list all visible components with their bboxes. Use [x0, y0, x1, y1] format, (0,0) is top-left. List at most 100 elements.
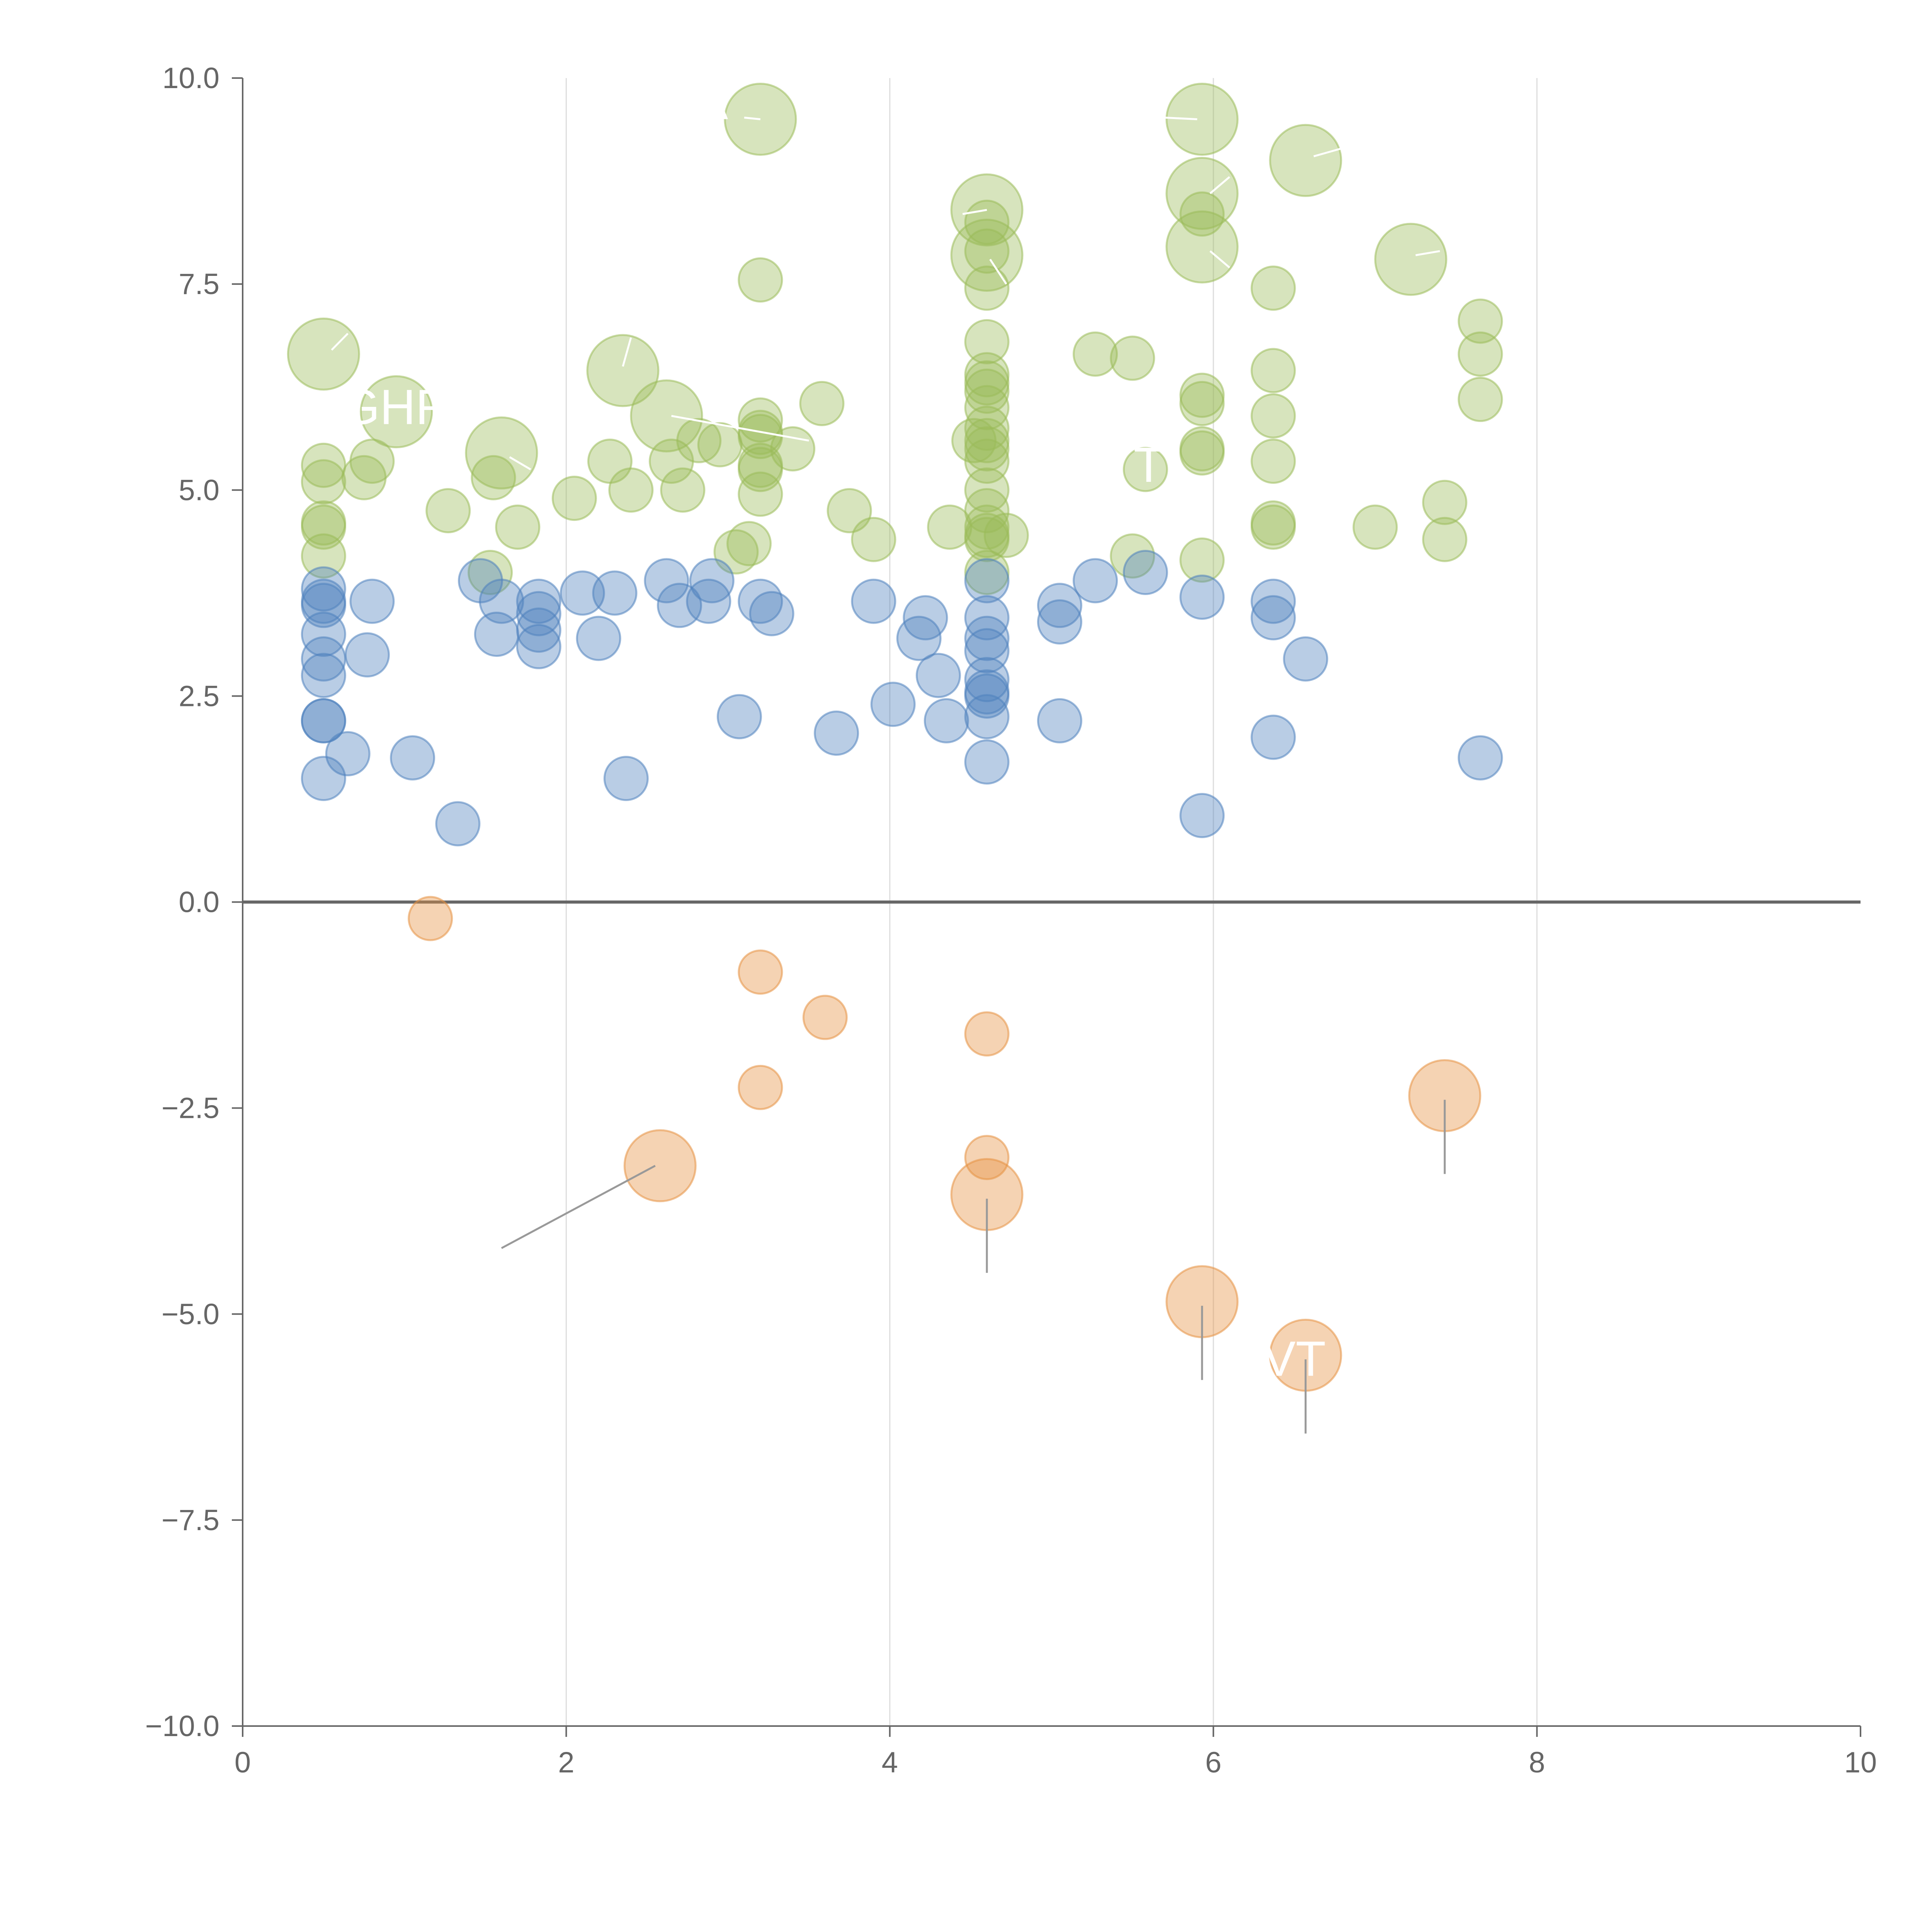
bubble-green — [468, 550, 513, 595]
bubble-green — [1165, 83, 1239, 156]
bubble-orange — [802, 995, 848, 1040]
bubble-blue — [870, 682, 916, 727]
bubble-green — [1374, 223, 1447, 296]
bubble-green — [738, 257, 783, 303]
x-tick-label: 4 — [882, 1746, 898, 1779]
bubble-green — [1073, 331, 1118, 377]
bubble-blue — [474, 611, 519, 657]
bubble-green — [1458, 377, 1503, 422]
leader-line — [962, 209, 987, 215]
bubble-green — [1458, 331, 1503, 377]
bubble-blue — [1122, 550, 1168, 595]
bubble-blue — [1458, 735, 1503, 781]
bubble-blue — [435, 801, 481, 847]
bubble-blue — [560, 570, 605, 616]
x-tick-label: 0 — [235, 1746, 251, 1779]
bubble-blue — [923, 698, 969, 743]
bubble-green — [927, 504, 973, 550]
bubble-blue — [301, 653, 346, 698]
bubble-green — [1250, 504, 1296, 550]
leader-line — [509, 456, 531, 471]
leader-line — [1209, 176, 1230, 194]
y-tick-label: 2.5 — [179, 680, 219, 713]
bubble-green — [1458, 298, 1503, 344]
leader-line — [1209, 250, 1230, 269]
bubble-green — [726, 521, 772, 566]
bubble-green — [964, 426, 1010, 472]
point-label: A — [695, 75, 728, 130]
bubble-blue — [644, 558, 689, 604]
leader-line — [1313, 147, 1343, 157]
bubble-blue — [1037, 583, 1082, 628]
bubble-blue — [1179, 793, 1225, 838]
point-label: GHR — [342, 380, 451, 435]
bubble-green — [495, 504, 541, 550]
y-tick-label: 7.5 — [179, 268, 219, 301]
bubble-blue — [915, 653, 961, 698]
bubble-green — [1250, 348, 1296, 393]
y-tick-label: 5.0 — [179, 474, 219, 507]
bubble-blue — [516, 591, 561, 636]
bubble-green — [1165, 157, 1239, 230]
bubble-blue — [1250, 578, 1296, 624]
x-tick-label: 6 — [1205, 1746, 1221, 1779]
bubble-green — [697, 422, 743, 468]
leader-line — [1165, 116, 1197, 121]
leader-line — [331, 333, 349, 351]
bubble-blue — [851, 578, 896, 624]
bubble-green — [964, 368, 1010, 414]
bubble-green — [1179, 381, 1225, 426]
bubble-blue — [301, 756, 346, 801]
bubble-green — [471, 455, 516, 500]
bubble-blue — [301, 611, 346, 657]
bubble-blue — [516, 607, 561, 653]
bubble-green — [951, 418, 997, 463]
bubble-green — [1250, 439, 1296, 484]
bubble-green — [964, 265, 1010, 311]
bubble-green — [287, 317, 360, 391]
bubble-blue — [964, 739, 1010, 785]
bubble-green — [1179, 537, 1225, 583]
y-tick-label: −2.5 — [162, 1092, 219, 1125]
bubble-blue — [1073, 558, 1118, 604]
bubble-blue — [301, 698, 346, 743]
y-tick-label: 0.0 — [179, 886, 219, 919]
bubble-green — [1110, 335, 1155, 381]
bubble-blue — [479, 578, 524, 624]
bubble-green — [964, 405, 1010, 451]
bubble-orange — [964, 1135, 1010, 1180]
x-tick-label: 8 — [1529, 1746, 1545, 1779]
bubble-blue — [1283, 636, 1328, 682]
bubble-green — [964, 228, 1010, 274]
bubble-green — [630, 379, 703, 452]
bubble-green — [964, 517, 1010, 562]
bubble-blue — [603, 756, 649, 801]
bubble-green — [425, 488, 471, 534]
point-label: X — [639, 512, 672, 567]
bubble-blue — [576, 616, 621, 661]
bubble-blue — [1037, 698, 1082, 743]
y-tick-label: −7.5 — [162, 1504, 219, 1537]
bubble-blue — [964, 694, 1010, 740]
bubble-green — [1422, 517, 1468, 562]
leader-line — [671, 415, 809, 442]
bubble-blue — [1037, 599, 1082, 645]
x-tick-label: 2 — [558, 1746, 574, 1779]
bubble-green — [1122, 447, 1168, 492]
bubble-blue — [344, 632, 390, 678]
bubble-green — [738, 447, 783, 492]
bubble-orange — [738, 949, 783, 995]
y-tick-label: −5.0 — [162, 1298, 219, 1331]
bubble-blue — [964, 616, 1010, 661]
point-label: VT — [1263, 1332, 1326, 1387]
bubble-green — [1269, 124, 1342, 197]
bubble-blue — [749, 591, 794, 636]
bubble-blue — [349, 578, 395, 624]
bubble-green — [1179, 191, 1225, 237]
leader-lines — [331, 116, 1446, 1434]
bubble-blue — [325, 731, 371, 777]
bubble-green — [301, 459, 346, 505]
bubble-blue — [390, 735, 435, 781]
bubble-orange — [964, 1011, 1010, 1057]
